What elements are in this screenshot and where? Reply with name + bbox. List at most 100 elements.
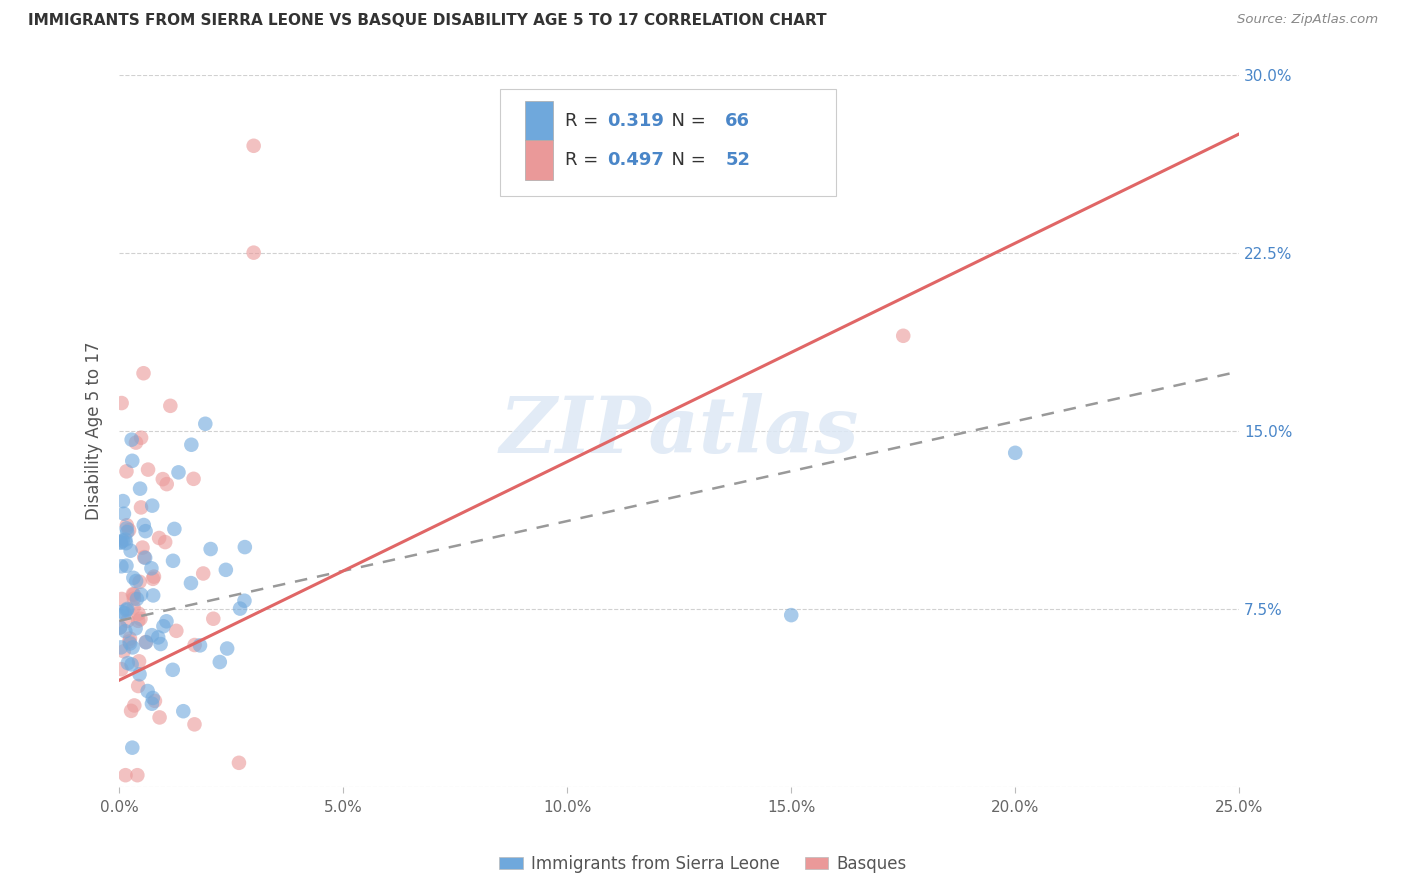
Point: [152, 472, 174, 486]
Point: [152, 619, 174, 633]
Point: [122, 587, 145, 601]
Point: [117, 656, 139, 670]
Point: [183, 472, 205, 486]
Point: [143, 694, 166, 708]
Text: 52: 52: [725, 151, 751, 169]
Point: [1004, 446, 1026, 460]
Point: [153, 535, 176, 549]
Point: [183, 638, 205, 652]
Point: [148, 631, 170, 645]
Point: [111, 494, 134, 508]
Point: [129, 500, 152, 515]
Point: [111, 533, 134, 548]
Point: [183, 717, 205, 731]
Point: [122, 571, 145, 585]
Point: [122, 600, 145, 615]
Point: [132, 366, 155, 380]
Point: [112, 507, 135, 521]
Point: [118, 636, 141, 650]
Point: [217, 641, 239, 656]
Point: [124, 698, 146, 713]
Text: 66: 66: [725, 112, 751, 130]
Point: [115, 518, 138, 533]
Point: [193, 566, 215, 581]
Point: [127, 614, 149, 628]
Point: [233, 540, 256, 554]
Point: [233, 593, 256, 607]
Point: [117, 602, 139, 616]
Point: [127, 679, 149, 693]
Point: [110, 559, 132, 574]
Point: [129, 612, 152, 626]
Point: [121, 740, 143, 755]
Point: [167, 466, 190, 480]
Point: [215, 563, 238, 577]
Point: [194, 417, 217, 431]
Point: [121, 640, 143, 655]
Point: [115, 603, 138, 617]
Point: [108, 621, 131, 635]
Point: [200, 541, 222, 556]
Point: [110, 662, 132, 676]
Point: [111, 605, 134, 619]
Point: [110, 535, 132, 549]
Point: [112, 644, 135, 658]
Point: [124, 621, 146, 635]
Point: [155, 615, 177, 629]
Point: [208, 655, 231, 669]
Point: [127, 768, 149, 782]
Point: [128, 607, 150, 621]
Point: [120, 704, 142, 718]
Point: [159, 399, 181, 413]
Legend: Immigrants from Sierra Leone, Basques: Immigrants from Sierra Leone, Basques: [492, 848, 914, 880]
Point: [125, 592, 148, 607]
Text: 0.319: 0.319: [607, 112, 665, 130]
Point: [128, 574, 150, 589]
Point: [132, 518, 155, 533]
Point: [114, 624, 136, 639]
Point: [149, 637, 172, 651]
Point: [141, 561, 163, 575]
Point: [229, 601, 252, 615]
Point: [156, 477, 179, 491]
Point: [135, 635, 157, 649]
Text: 0.497: 0.497: [607, 151, 665, 169]
Point: [780, 608, 803, 623]
Point: [141, 697, 163, 711]
FancyBboxPatch shape: [524, 101, 553, 140]
Text: Source: ZipAtlas.com: Source: ZipAtlas.com: [1237, 13, 1378, 27]
Point: [129, 482, 152, 496]
Point: [148, 531, 170, 545]
Point: [141, 499, 163, 513]
Point: [242, 245, 264, 260]
Point: [115, 464, 138, 478]
Point: [115, 521, 138, 535]
Point: [114, 768, 136, 782]
Point: [142, 572, 165, 586]
Point: [110, 535, 132, 549]
Point: [149, 710, 172, 724]
Y-axis label: Disability Age 5 to 17: Disability Age 5 to 17: [86, 342, 103, 520]
Point: [142, 690, 165, 705]
Point: [165, 624, 187, 638]
Text: N =: N =: [661, 151, 711, 169]
Point: [242, 138, 264, 153]
Point: [110, 640, 132, 655]
Point: [142, 589, 165, 603]
Point: [120, 543, 142, 558]
Point: [188, 639, 211, 653]
Point: [122, 588, 145, 602]
Text: N =: N =: [661, 112, 711, 130]
Point: [111, 592, 134, 607]
Point: [114, 606, 136, 620]
Point: [118, 632, 141, 646]
Point: [128, 654, 150, 668]
Point: [121, 657, 143, 672]
Point: [134, 550, 156, 565]
Point: [110, 396, 132, 410]
Point: [125, 435, 148, 450]
Point: [114, 533, 136, 547]
Point: [118, 523, 141, 537]
Point: [108, 620, 131, 634]
Text: R =: R =: [565, 151, 605, 169]
